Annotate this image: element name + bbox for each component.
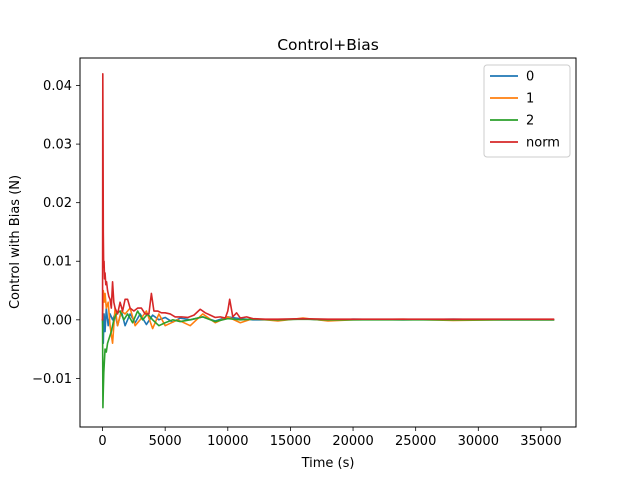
y-tick-label: 0.04	[43, 79, 72, 94]
plot-frame	[79, 57, 577, 428]
legend: 0 1 2 norm	[483, 64, 571, 158]
plot-area	[101, 73, 555, 409]
y-tick-label: 0.03	[43, 138, 72, 153]
x-tick-label: 25000	[395, 434, 436, 449]
y-tick-label: 0.01	[43, 255, 72, 270]
x-tick-label: 5000	[149, 434, 182, 449]
y-tick-label: 0.02	[43, 196, 72, 211]
legend-label-2: 2	[526, 114, 534, 129]
legend-label-norm: norm	[526, 136, 560, 151]
chart-title: Control+Bias	[277, 36, 379, 54]
x-tick-label: 20000	[332, 434, 373, 449]
legend-label-0: 0	[526, 70, 534, 85]
x-tick-label: 10000	[207, 434, 248, 449]
x-tick-label: 15000	[270, 434, 311, 449]
axes: 0 5000 10000 15000 20000 25000 30000 35000 −0.01…	[32, 57, 577, 449]
x-axis-label: Time (s)	[301, 456, 355, 471]
x-tick-label: 35000	[520, 434, 561, 449]
x-tick-label: 0	[98, 434, 106, 449]
y-tick-label: 0.00	[43, 313, 72, 328]
legend-box	[483, 64, 571, 158]
y-axis-label: Control with Bias (N)	[8, 175, 23, 309]
series-line-norm	[101, 73, 555, 321]
x-tick-label: 30000	[458, 434, 499, 449]
legend-label-1: 1	[526, 92, 534, 107]
y-tick-label: −0.01	[32, 372, 72, 387]
